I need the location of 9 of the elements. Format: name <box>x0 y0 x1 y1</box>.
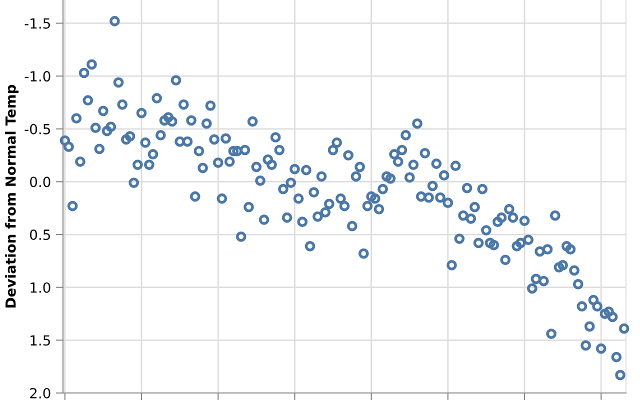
y-tick-label: 1.0 <box>30 282 50 293</box>
y-axis-title: Deviation from Normal Temp <box>5 84 19 308</box>
y-tick-label: 2.0 <box>30 388 50 398</box>
y-tick-label: 1.5 <box>30 335 50 346</box>
y-tick-label: 0.0 <box>30 176 50 188</box>
y-tick-label: -0.5 <box>24 124 50 134</box>
y-tick-label: -1.0 <box>24 71 50 82</box>
y-tick-label: 0.5 <box>30 230 50 240</box>
y-tick-label: -1.5 <box>24 18 50 29</box>
